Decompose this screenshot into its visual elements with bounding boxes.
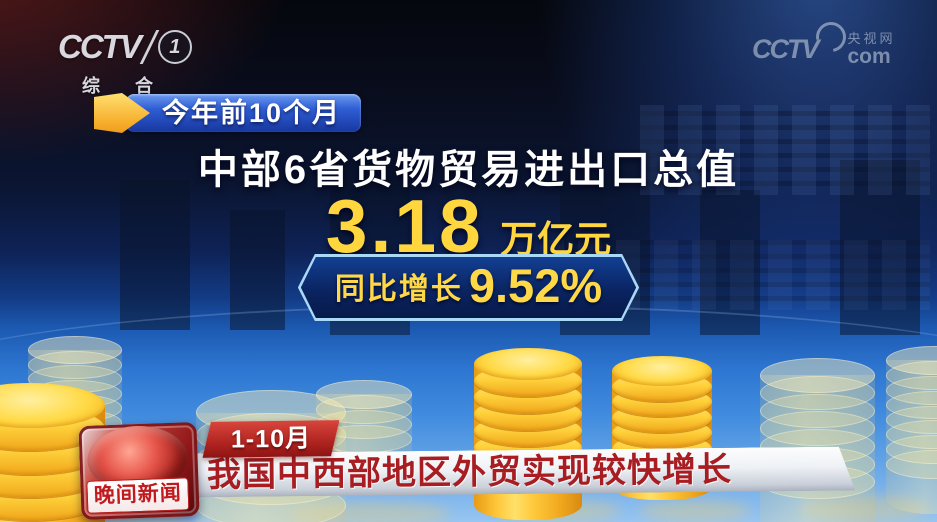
- trade-value-unit: 万亿元: [500, 219, 612, 260]
- ticker-texture: [640, 105, 930, 195]
- program-name: 晚间新闻: [86, 477, 190, 514]
- site-watermark: CCTV 央视网 com: [752, 15, 896, 68]
- program-logo: 晚间新闻: [78, 421, 200, 521]
- channel-number-badge: 1: [157, 30, 192, 64]
- date-badge: 1-10月: [202, 420, 340, 458]
- skyline-shape: [840, 160, 920, 335]
- slash-icon: [139, 30, 160, 64]
- growth-label: 同比增长: [334, 272, 463, 306]
- channel-logo-text: CCTV: [58, 28, 142, 65]
- growth-badge: 同比增长 9.52%: [298, 254, 639, 321]
- infographic-title: 中部6省货物贸易进出口总值: [197, 148, 740, 192]
- channel-subtitle: 综 合: [82, 76, 169, 96]
- period-badge: 今年前10个月: [94, 92, 362, 134]
- period-badge-label: 今年前10个月: [126, 94, 362, 132]
- date-badge-label: 1-10月: [230, 424, 312, 454]
- growth-value: 9.52%: [468, 259, 603, 312]
- skyline-shape: [120, 180, 190, 330]
- channel-logo: CCTV 1 综 合: [58, 28, 192, 98]
- watermark-domain: com: [847, 45, 891, 68]
- growth-badge-wrap: 同比增长 9.52%: [0, 254, 937, 321]
- watermark-site-name: 央视网: [847, 31, 896, 46]
- watermark-logo-text: CCTV: [752, 34, 819, 64]
- corner-glow: [0, 0, 320, 180]
